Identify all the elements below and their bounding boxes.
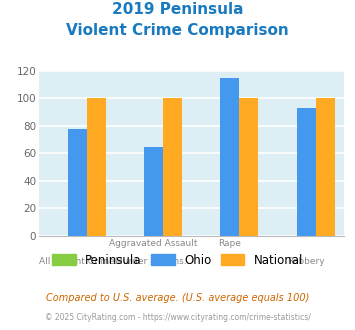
Bar [87,98,106,236]
Text: Robbery: Robbery [288,257,325,266]
Text: Compared to U.S. average. (U.S. average equals 100): Compared to U.S. average. (U.S. average … [46,293,309,303]
Legend: Peninsula, Ohio, National: Peninsula, Ohio, National [47,249,308,271]
Text: Violent Crime Comparison: Violent Crime Comparison [66,23,289,38]
Bar [297,108,316,236]
Text: Murder & Mans...: Murder & Mans... [115,257,192,266]
Text: Rape: Rape [218,239,241,248]
Text: 2019 Peninsula: 2019 Peninsula [112,2,243,16]
Bar [220,78,239,236]
Text: All Violent Crime: All Violent Crime [39,257,115,266]
Bar [68,129,87,236]
Text: Aggravated Assault: Aggravated Assault [109,239,198,248]
Text: © 2025 CityRating.com - https://www.cityrating.com/crime-statistics/: © 2025 CityRating.com - https://www.city… [45,313,310,322]
Bar [239,98,258,236]
Bar [144,147,163,236]
Bar [163,98,182,236]
Bar [316,98,335,236]
